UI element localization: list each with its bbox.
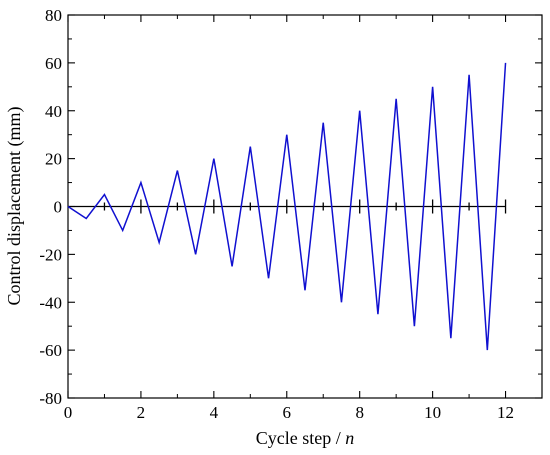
y-tick-label: -60 [39,341,62,360]
y-tick-label: -80 [39,389,62,408]
y-tick-label: 0 [54,198,63,217]
y-tick-label: 80 [45,6,62,25]
x-tick-label: 8 [355,403,364,422]
x-tick-labels: 0 2 4 6 8 10 12 [64,403,514,422]
x-axis-title: Cycle step / n [256,428,354,448]
x-axis-title-text: Cycle step / [256,428,345,448]
x-tick-label: 6 [283,403,292,422]
y-tick-label: 60 [45,54,62,73]
x-tick-label: 2 [137,403,146,422]
y-tick-label: 20 [45,150,62,169]
y-tick-label: -40 [39,293,62,312]
series-line-0 [67,62,507,351]
x-axis-title-var: n [345,428,354,448]
x-tick-label: 4 [210,403,219,422]
major-ticks [67,14,542,399]
y-tick-label: -20 [39,245,62,264]
y-axis-title: Control displacement (mm) [4,107,25,306]
minor-ticks [68,15,543,398]
y-tick-labels: -80 -60 -40 -20 0 20 40 60 80 [39,6,62,408]
x-tick-label: 0 [64,403,73,422]
x-tick-label: 10 [424,403,441,422]
y-tick-label: 40 [45,102,62,121]
series-group [67,62,507,351]
zero-line-ticks [103,199,507,214]
x-tick-label: 12 [497,403,514,422]
